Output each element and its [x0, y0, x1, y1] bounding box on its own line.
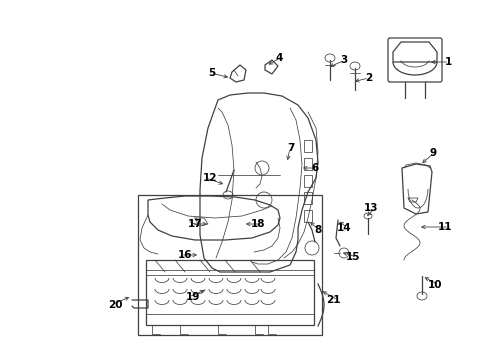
Text: 9: 9 [429, 148, 436, 158]
Text: 19: 19 [185, 292, 200, 302]
Text: 11: 11 [437, 222, 451, 232]
Text: 21: 21 [326, 295, 340, 305]
Text: 17: 17 [187, 219, 202, 229]
Text: 4: 4 [275, 53, 283, 63]
Text: 6: 6 [311, 163, 318, 173]
Text: 12: 12 [203, 173, 217, 183]
Text: 20: 20 [108, 300, 122, 310]
Text: 16: 16 [178, 250, 192, 260]
Text: 7: 7 [286, 143, 294, 153]
Text: 18: 18 [250, 219, 264, 229]
Text: 8: 8 [314, 225, 321, 235]
Text: 13: 13 [363, 203, 377, 213]
Text: 2: 2 [364, 73, 371, 83]
Text: 14: 14 [336, 223, 350, 233]
Bar [138, 195, 321, 335]
Text: 5: 5 [207, 68, 215, 78]
Text: 1: 1 [444, 57, 451, 67]
Text: 3: 3 [340, 55, 347, 65]
Text: 10: 10 [427, 280, 441, 290]
Text: 15: 15 [345, 252, 359, 262]
